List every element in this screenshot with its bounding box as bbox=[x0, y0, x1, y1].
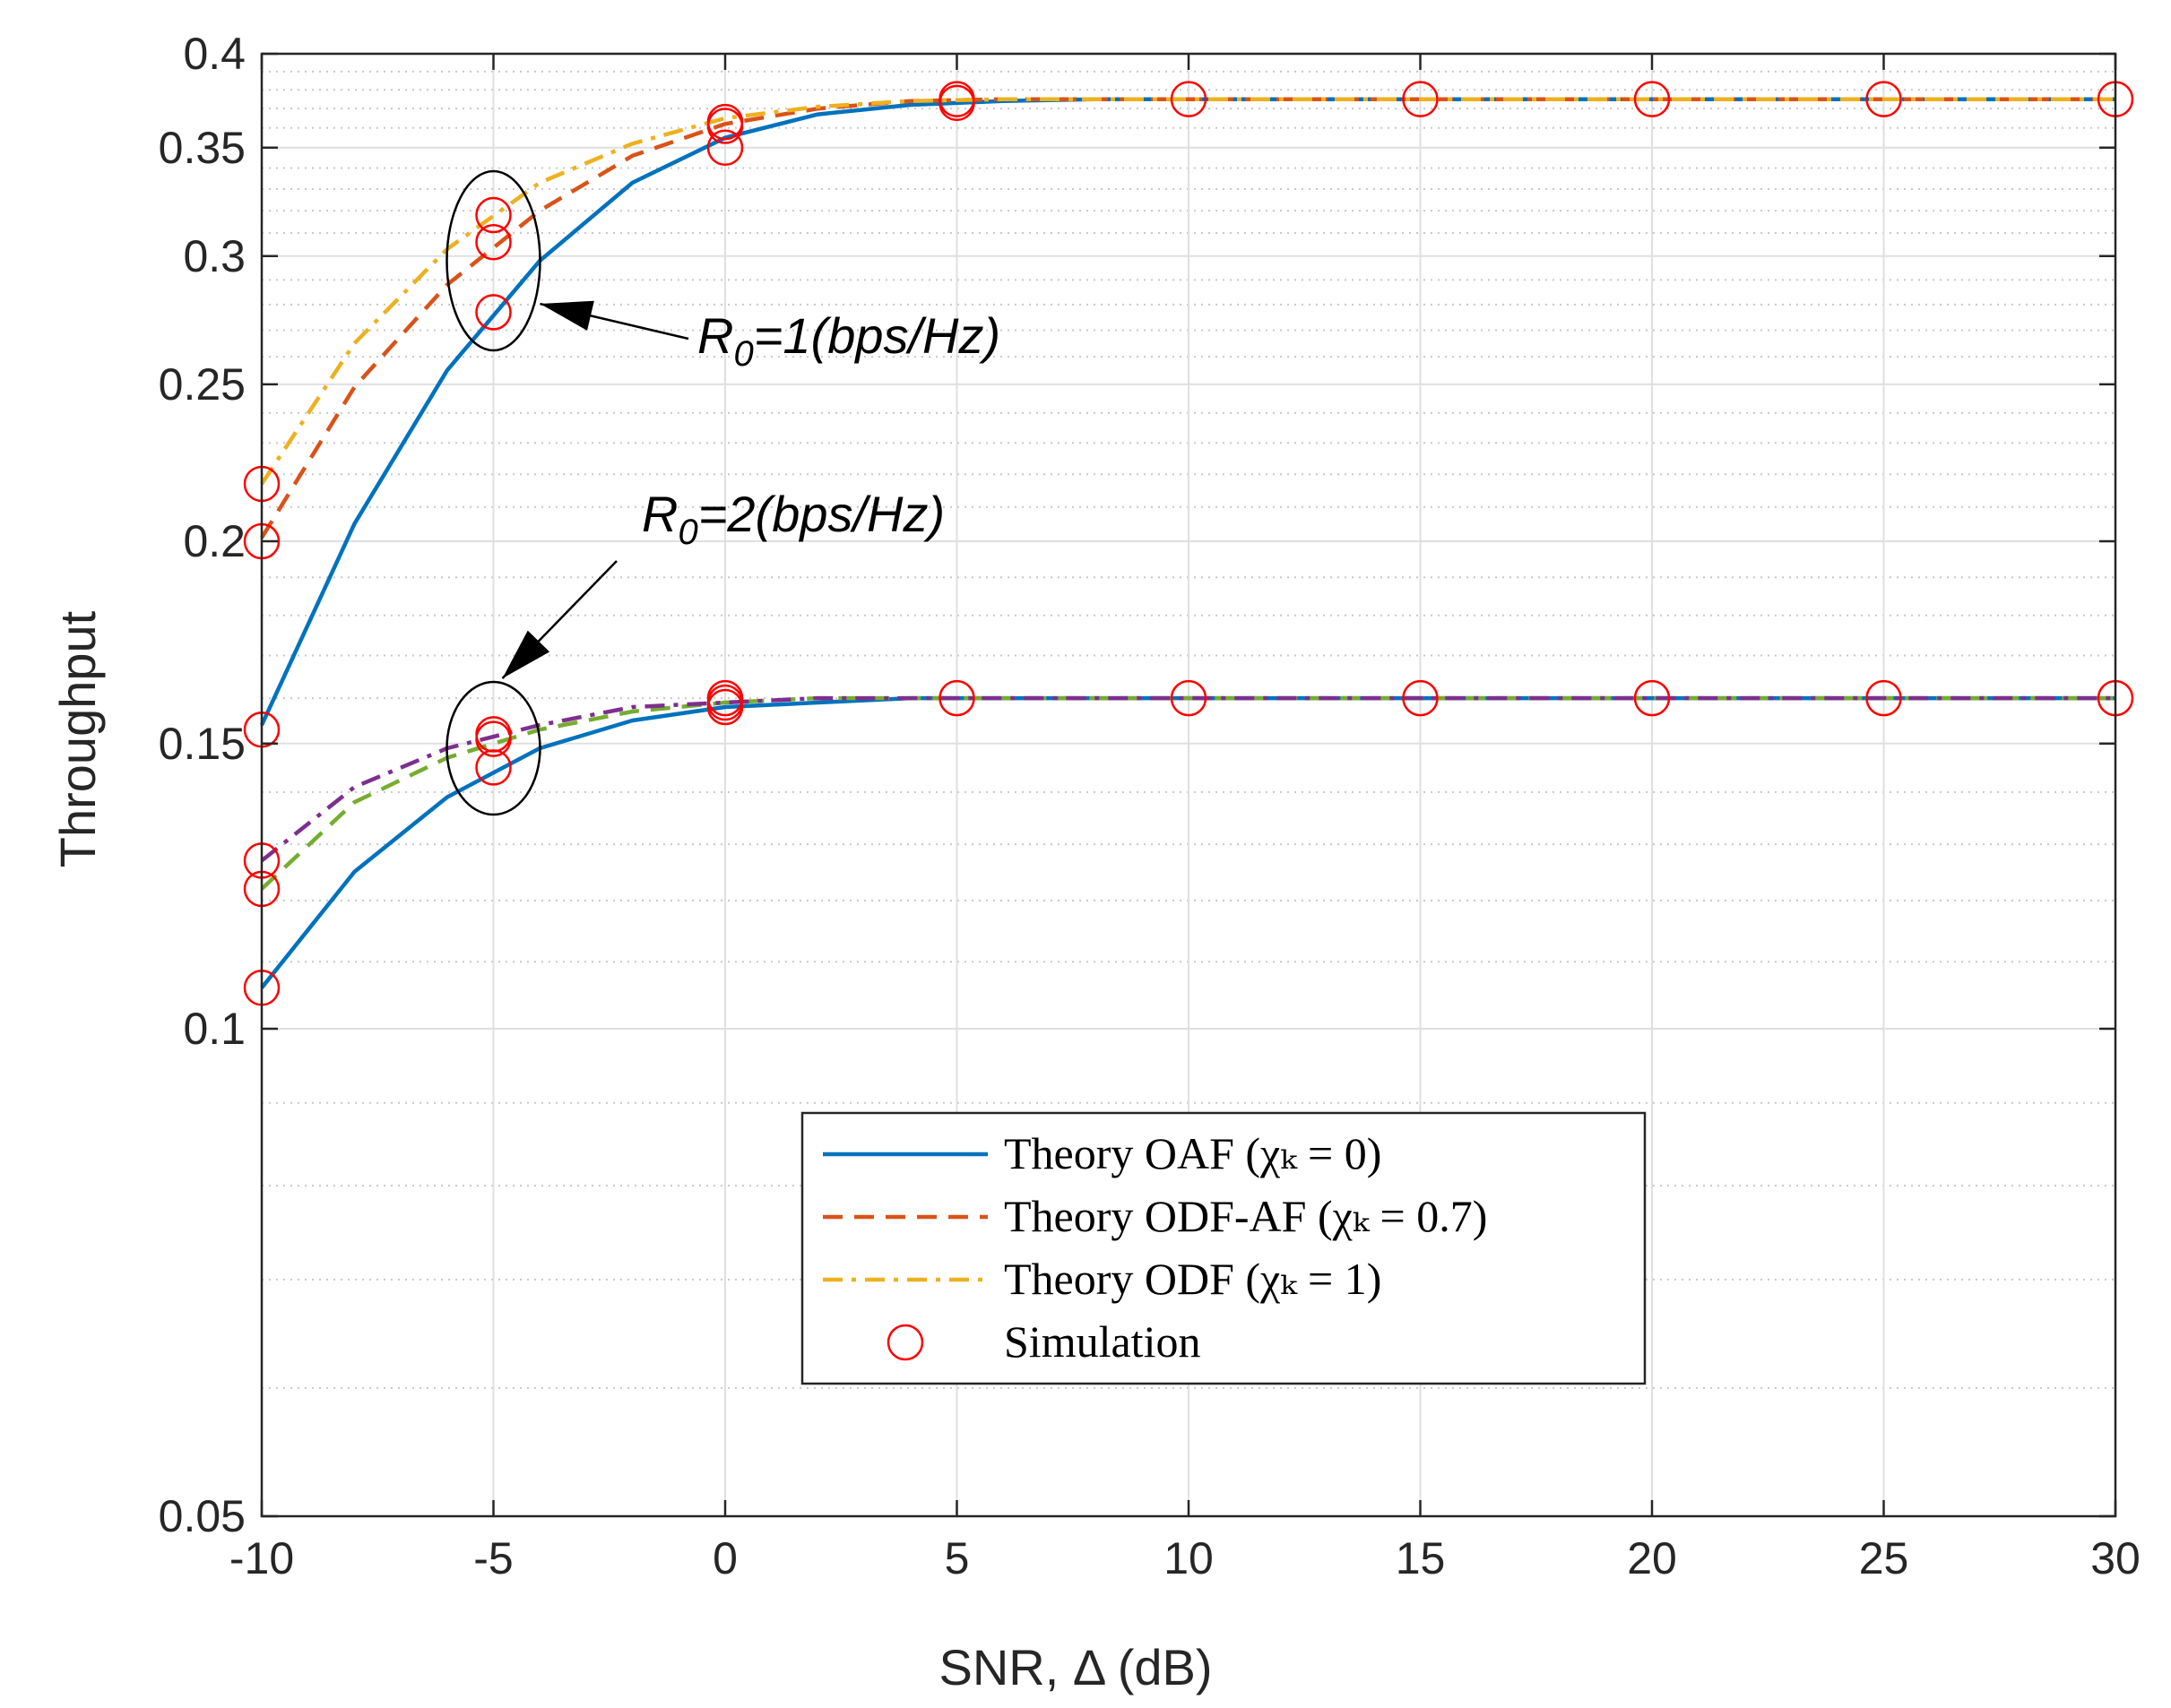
legend-label: Simulation bbox=[1004, 1316, 1200, 1367]
simulation-marker bbox=[706, 129, 744, 167]
annotation-ellipse-r0-2 bbox=[445, 680, 541, 816]
x-tick-label: 5 bbox=[945, 1533, 970, 1583]
simulation-marker bbox=[475, 196, 512, 234]
x-tick-label: 30 bbox=[2090, 1533, 2141, 1583]
simulation-marker bbox=[1633, 81, 1671, 117]
annotations: R0=1(bps/Hz) R0=2(bps/Hz) bbox=[445, 169, 1000, 816]
y-tick-label: 0.3 bbox=[183, 231, 246, 281]
legend-label: Theory ODF-AF (χₖ = 0.7) bbox=[1004, 1191, 1487, 1241]
x-tick-label: -10 bbox=[229, 1533, 294, 1583]
x-tick-label: -5 bbox=[473, 1533, 513, 1583]
legend-swatch-marker bbox=[887, 1324, 924, 1361]
legend-box bbox=[800, 1111, 1647, 1385]
x-tick-label: 20 bbox=[1627, 1533, 1677, 1583]
y-tick-label: 0.1 bbox=[183, 1004, 246, 1054]
y-tick-label: 0.05 bbox=[159, 1491, 246, 1541]
simulation-marker bbox=[1402, 81, 1439, 117]
series-line-3 bbox=[260, 97, 2115, 486]
x-tick-label: 0 bbox=[713, 1533, 738, 1583]
y-axis-label: Throughput bbox=[49, 610, 106, 867]
annotation-arrow-r0-1-head bbox=[540, 300, 594, 331]
simulation-marker bbox=[1402, 679, 1439, 717]
series-line-6 bbox=[260, 695, 2115, 863]
legend: Theory OAF (χₖ = 0) Theory ODF-AF (χₖ = 0… bbox=[800, 1111, 1647, 1385]
y-tick-label: 0.2 bbox=[183, 516, 246, 566]
legend-label: Theory ODF (χₖ = 1) bbox=[1004, 1254, 1381, 1304]
annotation-arrow-r0-2-head bbox=[502, 630, 550, 679]
simulation-marker bbox=[475, 716, 512, 753]
y-tick-label: 0.15 bbox=[159, 719, 246, 769]
simulation-marker bbox=[706, 103, 744, 141]
simulation-marker bbox=[1865, 81, 1902, 117]
simulation-marker bbox=[1170, 679, 1207, 717]
simulation-marker bbox=[1865, 679, 1902, 717]
axes: -10 -5 0 5 10 15 20 25 30 0.05 0.1 0.15 0.2 0.25 0.3 0.… bbox=[159, 29, 2141, 1583]
simulation-marker bbox=[475, 223, 512, 261]
annotation-label-r0-2: R0=2(bps/Hz) bbox=[642, 486, 945, 552]
annotation-label-r0-1: R0=1(bps/Hz) bbox=[697, 307, 1000, 374]
simulation-marker bbox=[706, 679, 744, 717]
x-tick-label: 25 bbox=[1859, 1533, 1909, 1583]
simulation-marker bbox=[938, 84, 975, 122]
simulation-marker bbox=[938, 679, 975, 717]
legend-label: Theory OAF (χₖ = 0) bbox=[1004, 1128, 1381, 1178]
simulation-marker bbox=[475, 294, 512, 331]
x-axis-label: SNR, Δ (dB) bbox=[938, 1639, 1212, 1695]
x-tick-label: 10 bbox=[1163, 1533, 1214, 1583]
simulation-marker bbox=[1170, 81, 1207, 117]
x-tick-label: 15 bbox=[1396, 1533, 1446, 1583]
simulation-marker bbox=[1633, 679, 1671, 717]
y-tick-label: 0.25 bbox=[159, 359, 246, 410]
y-tick-label: 0.4 bbox=[183, 29, 246, 79]
y-tick-label: 0.35 bbox=[159, 123, 246, 173]
annotation-ellipse-r0-1 bbox=[445, 169, 541, 352]
